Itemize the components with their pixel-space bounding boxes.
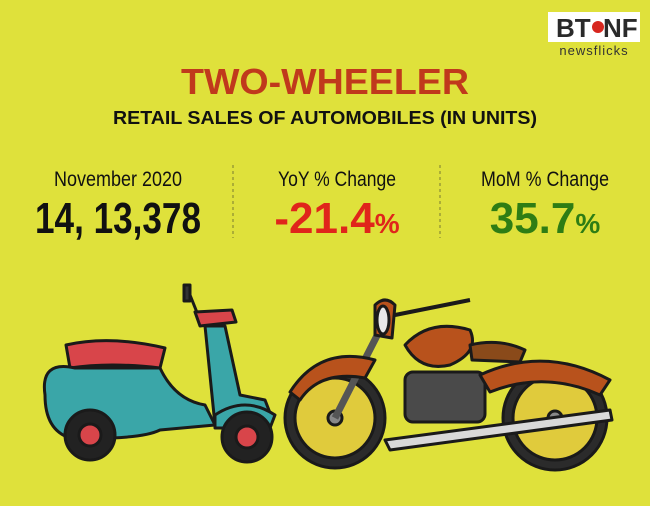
logo-icon — [592, 21, 604, 33]
logo-left: BT — [556, 13, 591, 43]
logo-right: NF — [603, 13, 638, 43]
stat-number: -21.4 — [274, 194, 375, 243]
stat-value: 35.7% — [490, 194, 601, 243]
rear-fender — [478, 359, 612, 397]
handlebar — [193, 308, 238, 328]
engine — [403, 370, 487, 424]
logo: BT NF newsflicks — [548, 12, 640, 58]
handlebar — [394, 298, 471, 317]
stat-value: -21.4% — [274, 194, 399, 243]
stat-label: November 2020 — [54, 168, 182, 191]
title: TWO-WHEELER — [181, 61, 469, 102]
stat-unit: % — [575, 208, 600, 239]
seat — [64, 339, 167, 370]
front-fender — [288, 354, 377, 402]
stat-label: MoM % Change — [481, 168, 609, 191]
seat — [468, 340, 527, 364]
headlight — [375, 304, 391, 336]
mirror — [182, 283, 192, 303]
stat-label: YoY % Change — [278, 168, 396, 191]
stat-value: 14, 13,378 — [35, 194, 201, 243]
motorcycle-illustration — [283, 298, 614, 472]
exhaust — [383, 408, 614, 452]
front-hub — [234, 424, 260, 450]
rear-hub — [77, 422, 103, 448]
stat-unit: % — [375, 208, 400, 239]
subtitle: RETAIL SALES OF AUTOMOBILES (IN UNITS) — [113, 108, 537, 128]
scooter-illustration — [42, 283, 277, 464]
stat-number: 35.7 — [490, 194, 576, 243]
logo-tagline: newsflicks — [559, 43, 628, 58]
